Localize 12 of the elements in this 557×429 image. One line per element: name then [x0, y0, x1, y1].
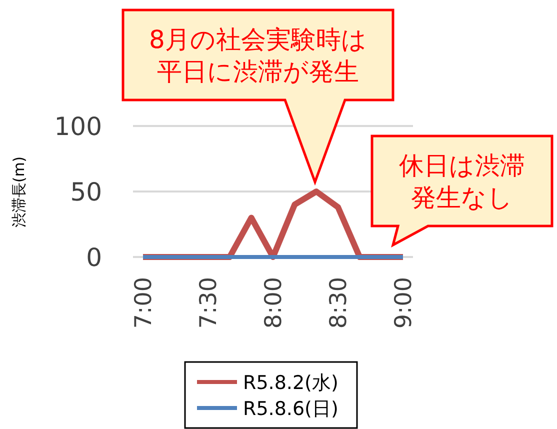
x-tick-label: 9:00: [391, 277, 417, 329]
annotation: 休日は渋滞発生なし: [399, 151, 525, 212]
legend-label: R5.8.2(水): [243, 372, 338, 394]
y-tick-label: 0: [86, 243, 102, 272]
y-axis-title: 渋滞長(m): [10, 156, 28, 228]
y-tick-label: 100: [54, 112, 102, 141]
y-tick-label: 50: [70, 178, 102, 206]
x-tick-label: 8:00: [261, 277, 287, 329]
x-tick-label: 8:30: [326, 277, 352, 329]
x-tick-label: 7:30: [196, 277, 222, 329]
legend-label: R5.8.6(日): [243, 398, 338, 420]
x-tick-label: 7:00: [131, 277, 157, 329]
